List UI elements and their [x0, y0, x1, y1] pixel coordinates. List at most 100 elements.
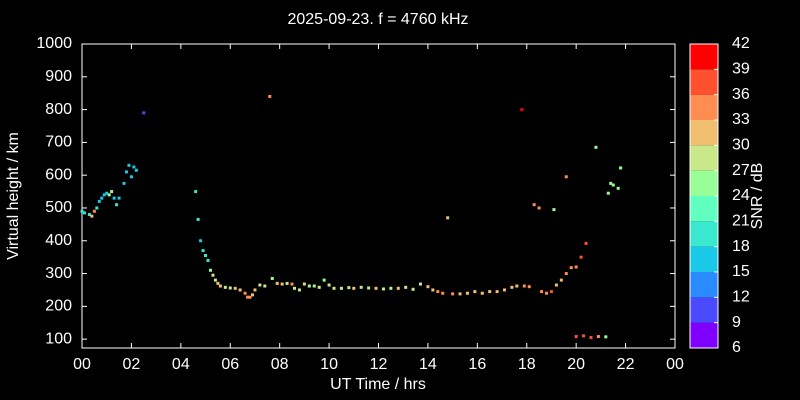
x-tick-label: 22 — [617, 356, 635, 373]
point — [211, 273, 215, 277]
point — [564, 272, 568, 276]
point — [564, 175, 568, 179]
colorbar-segment — [690, 69, 718, 95]
point — [110, 190, 114, 194]
point — [194, 190, 198, 194]
point — [134, 168, 138, 172]
point — [352, 286, 356, 290]
x-tick-label: 00 — [666, 356, 684, 373]
point — [582, 334, 586, 338]
point — [441, 291, 445, 295]
point — [122, 181, 126, 185]
point — [95, 206, 99, 210]
point — [389, 286, 393, 290]
x-tick-label: 00 — [73, 356, 91, 373]
y-tick-label: 300 — [45, 265, 72, 282]
point — [218, 284, 222, 288]
point — [458, 292, 462, 296]
point — [275, 281, 279, 285]
point — [473, 290, 477, 294]
chart-title: 2025-09-23. f = 4760 kHz — [287, 11, 468, 28]
y-tick-label: 900 — [45, 68, 72, 85]
point — [611, 183, 615, 187]
point — [559, 278, 563, 282]
point — [339, 286, 343, 290]
x-tick-label: 10 — [320, 356, 338, 373]
point — [250, 293, 254, 297]
point — [199, 239, 203, 243]
point — [381, 287, 385, 291]
point — [374, 286, 378, 290]
colorbar-segment — [690, 44, 718, 70]
point — [105, 191, 109, 195]
point — [107, 193, 111, 197]
point — [549, 290, 553, 294]
point — [82, 211, 86, 215]
x-tick-label: 06 — [221, 356, 239, 373]
point — [292, 286, 296, 290]
plot-frame — [81, 43, 676, 349]
colorbar-label: SNR / dB — [749, 163, 766, 230]
point — [347, 286, 351, 290]
colorbar-segment — [690, 322, 718, 348]
colorbar-tick-label: 33 — [732, 111, 750, 128]
point — [129, 175, 133, 179]
x-tick-label: 16 — [468, 356, 486, 373]
point — [396, 286, 400, 290]
point — [419, 282, 423, 286]
y-tick-label: 700 — [45, 134, 72, 151]
colorbar-segment — [690, 221, 718, 247]
point — [404, 285, 408, 289]
colorbar-tick-label: 9 — [732, 314, 741, 331]
y-tick-label: 600 — [45, 166, 72, 183]
point — [527, 285, 531, 289]
point — [540, 290, 544, 294]
point — [90, 214, 94, 218]
point — [317, 285, 321, 289]
point — [290, 282, 294, 286]
colorbar-segment — [690, 196, 718, 222]
point — [268, 94, 272, 98]
point — [206, 258, 210, 262]
point — [522, 284, 526, 288]
x-axis-label: UT Time / hrs — [330, 376, 426, 393]
y-tick-label: 1000 — [36, 35, 72, 52]
point — [510, 285, 514, 289]
point — [228, 286, 232, 290]
point — [431, 288, 435, 292]
point — [97, 199, 101, 203]
point — [596, 335, 600, 339]
point — [569, 266, 573, 270]
point — [213, 278, 217, 282]
point — [117, 196, 121, 200]
point — [263, 284, 267, 288]
point — [574, 265, 578, 269]
point — [606, 191, 610, 195]
point — [270, 276, 274, 280]
point — [102, 193, 106, 197]
point — [604, 335, 608, 339]
point — [280, 282, 284, 286]
point — [332, 286, 336, 290]
colorbar-tick-label: 12 — [732, 289, 750, 306]
point — [359, 285, 363, 289]
y-axis-label: Virtual height / km — [5, 132, 22, 260]
y-tick-label: 100 — [45, 330, 72, 347]
point — [115, 203, 119, 207]
x-tick-label: 12 — [370, 356, 388, 373]
colorbar-segment — [690, 94, 718, 120]
colorbar-segment — [690, 120, 718, 146]
point — [248, 295, 252, 299]
point — [285, 281, 289, 285]
point — [411, 287, 415, 291]
point — [609, 181, 613, 185]
x-tick-label: 20 — [567, 356, 585, 373]
colorbar-segment — [690, 297, 718, 323]
point — [367, 286, 371, 290]
y-tick-label: 200 — [45, 298, 72, 315]
colorbar-tick-label: 39 — [732, 61, 750, 78]
point — [302, 282, 306, 286]
point — [124, 170, 128, 174]
point — [246, 295, 250, 299]
